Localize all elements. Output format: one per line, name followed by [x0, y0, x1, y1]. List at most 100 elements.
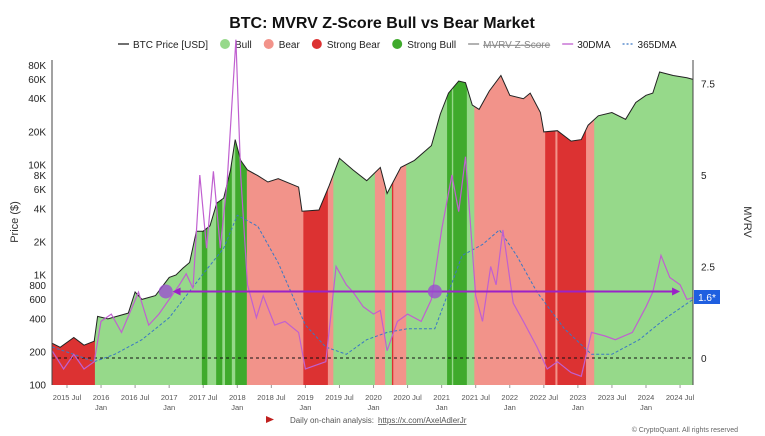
- y-tick-label: 40K: [28, 94, 46, 105]
- crossing-marker: [427, 284, 442, 299]
- legend-item-label: 365DMA: [638, 40, 677, 51]
- x-tick-label-month: Jan: [299, 403, 311, 412]
- region-bear: [474, 72, 546, 385]
- legend-item-label: Bull: [235, 40, 252, 51]
- x-tick-label: 2019: [297, 393, 314, 402]
- region-strong-bear: [391, 72, 394, 385]
- x-tick-label: 2020 Jul: [393, 393, 422, 402]
- current-value-badge: [694, 290, 720, 304]
- region-bull: [94, 72, 203, 385]
- footer-text: Daily on-chain analysis:: [290, 416, 374, 425]
- legend-marker-3: [311, 39, 322, 49]
- x-tick-label: 2022: [501, 393, 518, 402]
- level-arrow: [158, 284, 681, 299]
- x-tick-label: 2023 Jul: [598, 393, 627, 402]
- regime-regions: [52, 72, 693, 385]
- y2-tick-label: 7.5: [701, 80, 715, 91]
- y-axis-label: Price ($): [9, 201, 21, 243]
- region-strong-bull: [453, 72, 468, 385]
- x-tick-label: 2019 Jul: [325, 393, 354, 402]
- y-tick-label: 1K: [34, 270, 47, 281]
- legend-marker-4: [392, 39, 403, 49]
- region-bull: [406, 72, 448, 385]
- x-tick-label: 2024 Jul: [666, 393, 695, 402]
- current-value-badge-label: 1.6*: [698, 293, 716, 304]
- flag-icon: [266, 416, 274, 423]
- region-bull: [231, 72, 236, 385]
- legend-item-label: Strong Bear: [327, 40, 381, 51]
- chart-title: BTC: MVRV Z-Score Bull vs Bear Market: [229, 15, 535, 32]
- region-strong-bear: [52, 72, 96, 385]
- x-tick-label-month: Jan: [572, 403, 584, 412]
- region-bull: [385, 72, 393, 385]
- region-strong-bull: [447, 72, 453, 385]
- y-tick-label: 20K: [28, 127, 46, 138]
- footer-link[interactable]: https://x.com/AxelAdlerJr: [378, 416, 467, 425]
- region-strong-bear: [545, 72, 556, 385]
- btc-price-line: [51, 71, 694, 348]
- region-bull: [594, 72, 693, 385]
- y-tick-label: 80K: [28, 61, 46, 72]
- x-tick-label: 2018: [229, 393, 246, 402]
- region-bear: [586, 72, 595, 385]
- y2-tick-label: 5: [701, 171, 707, 182]
- region-bull: [207, 72, 217, 385]
- x-tick-label-month: Jan: [367, 403, 379, 412]
- y-tick-label: 400: [29, 314, 46, 325]
- x-tick-label-month: Jan: [504, 403, 516, 412]
- region-bear: [246, 72, 304, 385]
- x-tick-label-month: Jan: [231, 403, 243, 412]
- region-bear: [327, 72, 334, 385]
- y-tick-label: 8K: [34, 171, 47, 182]
- x-tick-label: 2018 Jul: [257, 393, 286, 402]
- x-tick-label-month: Jan: [95, 403, 107, 412]
- y-tick-label: 800: [29, 281, 46, 292]
- x-tick-label: 2017: [161, 393, 178, 402]
- y2-tick-label: 2.5: [701, 263, 715, 274]
- y-tick-label: 10K: [28, 160, 46, 171]
- legend-item-label: Strong Bull: [407, 40, 456, 51]
- region-bear: [393, 72, 407, 385]
- x-tick-label: 2017 Jul: [189, 393, 218, 402]
- x-tick-label: 2024: [638, 393, 655, 402]
- x-tick-label: 2021: [433, 393, 450, 402]
- y-tick-label: 6K: [34, 185, 47, 196]
- arrow-head-right: [672, 287, 681, 296]
- x-tick-label-month: Jan: [640, 403, 652, 412]
- legend-item-label: MVRV Z-Score: [483, 40, 550, 51]
- region-bull: [451, 72, 454, 385]
- crossing-marker: [158, 284, 173, 299]
- y-tick-label: 4K: [34, 204, 47, 215]
- region-strong-bull: [216, 72, 223, 385]
- region-bull: [222, 72, 226, 385]
- x-tick-label: 2022 Jul: [530, 393, 559, 402]
- legend-marker-1: [220, 39, 231, 49]
- y2-tick-label: 0: [701, 354, 707, 365]
- legend: BTC Price [USD] Bull Bear Strong Bear Strong…: [118, 39, 677, 51]
- x-tick-label: 2021 Jul: [462, 393, 491, 402]
- y-tick-label: 2K: [34, 237, 47, 248]
- x-tick-label: 2023: [570, 393, 587, 402]
- y-tick-label: 100: [29, 381, 46, 392]
- x-tick-label: 2016: [93, 393, 110, 402]
- legend-item-label: BTC Price [USD]: [133, 40, 208, 51]
- x-tick-label-month: Jan: [436, 403, 448, 412]
- region-strong-bear: [303, 72, 329, 385]
- copyright: © CryptoQuant. All rights reserved: [632, 426, 738, 434]
- arrow-head-left: [172, 287, 181, 296]
- y-tick-label: 60K: [28, 75, 46, 86]
- region-bear: [555, 72, 558, 385]
- y-tick-label: 600: [29, 295, 46, 306]
- region-bull: [333, 72, 376, 385]
- legend-item-label: 30DMA: [577, 40, 611, 51]
- legend-marker-2: [263, 39, 274, 49]
- x-tick-label: 2020: [365, 393, 382, 402]
- 30dma-line: [51, 39, 694, 378]
- region-bear: [374, 72, 386, 385]
- 365dma-line: [51, 214, 694, 363]
- x-tick-label: 2016 Jul: [121, 393, 150, 402]
- x-tick-label-month: Jan: [163, 403, 175, 412]
